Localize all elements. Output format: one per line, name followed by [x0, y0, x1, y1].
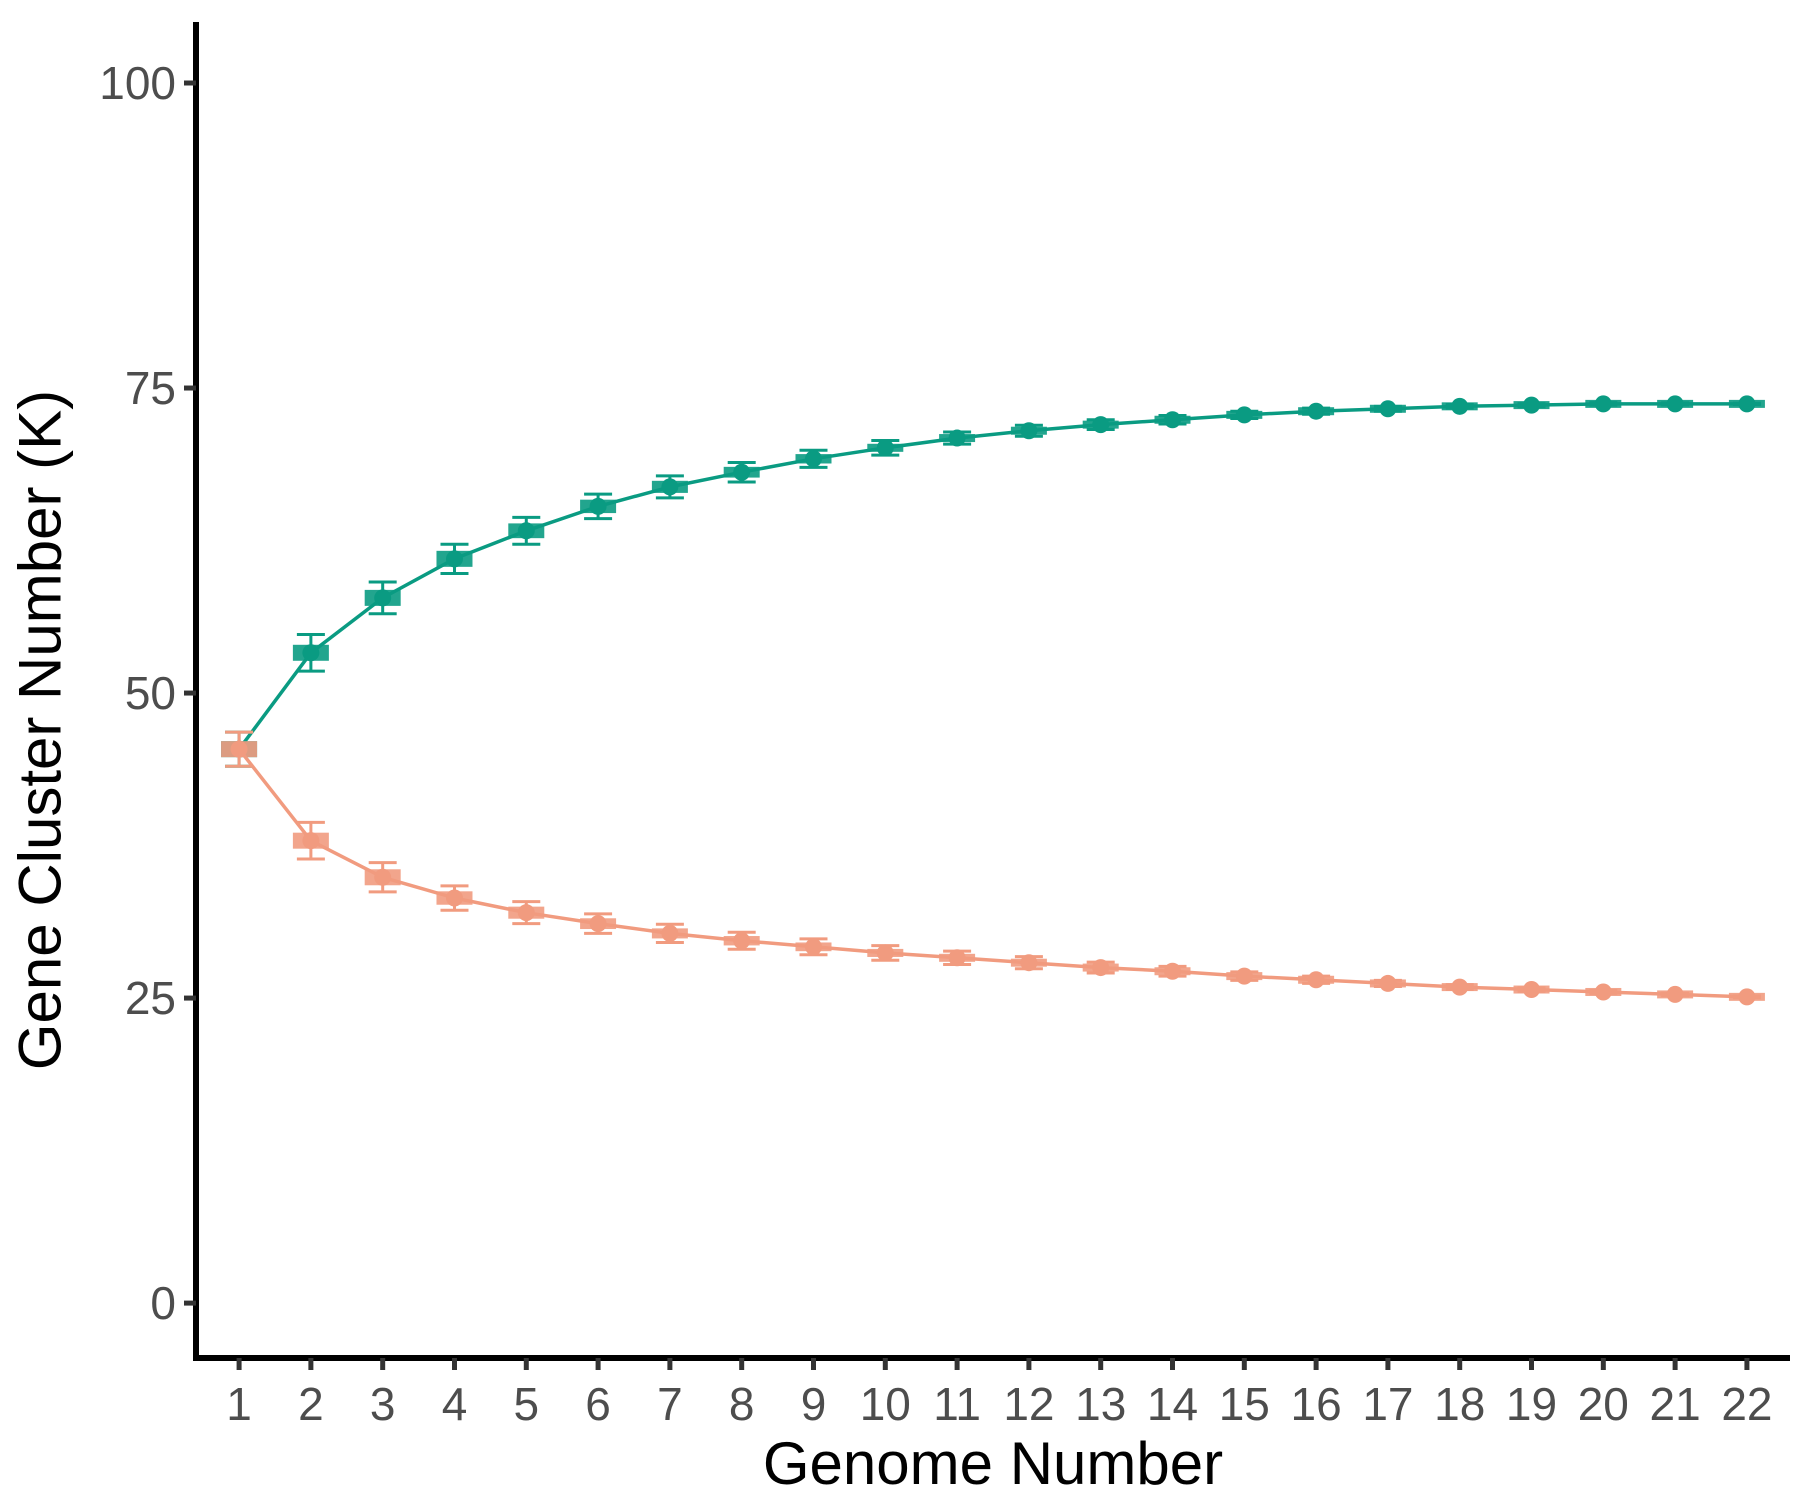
series-1: [221, 730, 1765, 1006]
series-1-point-9: [804, 938, 822, 956]
x-tick-label-6: 6: [585, 1378, 611, 1430]
series-1-point-11: [948, 949, 966, 967]
axes-layer: [193, 22, 1790, 1361]
x-tick-label-18: 18: [1434, 1378, 1485, 1430]
series-0-point-4: [445, 550, 463, 568]
series-1-point-15: [1235, 967, 1253, 985]
series-0-point-6: [589, 497, 607, 515]
x-tick-label-15: 15: [1219, 1378, 1270, 1430]
series-0-point-21: [1666, 395, 1684, 413]
series-1-point-22: [1738, 988, 1756, 1006]
y-tick-label-50: 50: [125, 667, 176, 719]
series-0-point-17: [1379, 400, 1397, 418]
y-tick-label-75: 75: [125, 362, 176, 414]
series-0-point-10: [876, 439, 894, 457]
series-0-point-16: [1307, 402, 1325, 420]
x-tick-label-5: 5: [513, 1378, 539, 1430]
series-1-point-1: [230, 740, 248, 758]
x-tick-label-17: 17: [1362, 1378, 1413, 1430]
x-tick-label-13: 13: [1075, 1378, 1126, 1430]
series-1-point-7: [661, 924, 679, 942]
series-1-point-20: [1594, 983, 1612, 1001]
series-1-point-2: [302, 832, 320, 850]
x-tick-label-21: 21: [1650, 1378, 1701, 1430]
x-tick-label-2: 2: [298, 1378, 324, 1430]
series-layer: [221, 395, 1765, 1006]
series-1-point-13: [1092, 959, 1110, 977]
series-1-point-10: [876, 944, 894, 962]
series-0-point-15: [1235, 406, 1253, 424]
series-0-line: [237, 402, 1747, 751]
series-0-point-19: [1523, 396, 1541, 414]
series-0: [221, 395, 1765, 768]
series-0-point-9: [804, 450, 822, 468]
series-0-point-13: [1092, 416, 1110, 434]
series-1-point-4: [445, 889, 463, 907]
x-tick-label-19: 19: [1506, 1378, 1557, 1430]
x-tick-label-16: 16: [1291, 1378, 1342, 1430]
x-tick-label-9: 9: [801, 1378, 827, 1430]
series-0-point-5: [517, 522, 535, 540]
x-tick-label-14: 14: [1147, 1378, 1198, 1430]
y-tick-label-0: 0: [150, 1277, 176, 1329]
series-1-line: [237, 748, 1747, 999]
series-0-point-3: [374, 589, 392, 607]
series-0-point-2: [302, 644, 320, 662]
series-1-point-12: [1020, 954, 1038, 972]
x-tick-label-20: 20: [1578, 1378, 1629, 1430]
series-1-point-16: [1307, 971, 1325, 989]
series-0-point-12: [1020, 422, 1038, 440]
series-1-point-17: [1379, 974, 1397, 992]
series-1-point-21: [1666, 985, 1684, 1003]
x-tick-label-22: 22: [1721, 1378, 1772, 1430]
x-tick-label-3: 3: [370, 1378, 396, 1430]
x-tick-label-12: 12: [1003, 1378, 1054, 1430]
y-tick-label-100: 100: [99, 57, 176, 109]
series-1-point-5: [517, 904, 535, 922]
series-1-point-19: [1523, 981, 1541, 999]
series-1-point-6: [589, 915, 607, 933]
series-0-point-20: [1594, 395, 1612, 413]
series-1-point-3: [374, 868, 392, 886]
y-tick-label-25: 25: [125, 972, 176, 1024]
x-tick-label-11: 11: [933, 1378, 981, 1430]
series-1-point-18: [1451, 978, 1469, 996]
x-tick-label-8: 8: [729, 1378, 755, 1430]
x-tick-label-4: 4: [442, 1378, 468, 1430]
series-1-point-14: [1164, 962, 1182, 980]
series-0-point-14: [1164, 411, 1182, 429]
series-0-point-11: [948, 429, 966, 447]
series-0-point-8: [733, 463, 751, 481]
series-0-point-22: [1738, 395, 1756, 413]
x-tick-label-7: 7: [657, 1378, 683, 1430]
series-0-point-18: [1451, 397, 1469, 415]
x-tick-label-10: 10: [860, 1378, 911, 1430]
x-tick-label-1: 1: [226, 1378, 252, 1430]
series-1-point-8: [733, 932, 751, 950]
series-0-point-7: [661, 478, 679, 496]
x-axis-title: Genome Number: [763, 1430, 1223, 1497]
y-axis-title: Gene Cluster Number (K): [7, 390, 74, 1070]
